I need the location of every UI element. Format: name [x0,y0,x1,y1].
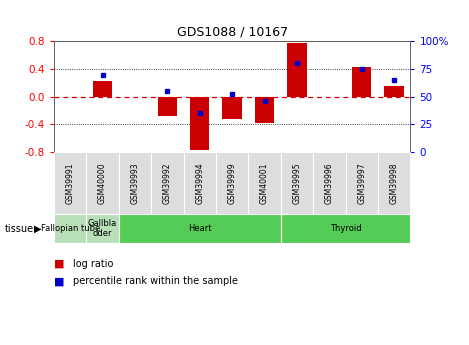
Text: GSM39995: GSM39995 [293,162,302,204]
Bar [385,86,404,97]
Text: GSM40001: GSM40001 [260,162,269,204]
Text: GSM39998: GSM39998 [390,162,399,204]
Text: GSM39991: GSM39991 [66,162,75,204]
Text: log ratio: log ratio [73,259,113,269]
Text: GSM39999: GSM39999 [227,162,237,204]
Bar [255,97,274,123]
Bar [287,43,307,97]
Text: GSM39992: GSM39992 [163,162,172,204]
Text: Thyroid: Thyroid [330,224,362,233]
Bar [190,97,210,150]
Text: ▶: ▶ [34,224,41,234]
Text: ■: ■ [54,276,64,286]
Text: tissue: tissue [5,224,34,234]
Text: GSM39996: GSM39996 [325,162,334,204]
Text: Gallbla
dder: Gallbla dder [88,219,117,238]
Text: GSM39993: GSM39993 [130,162,139,204]
Bar [222,97,242,119]
Bar [93,81,112,97]
Text: ■: ■ [54,259,64,269]
Text: GSM39997: GSM39997 [357,162,366,204]
Text: GSM40000: GSM40000 [98,162,107,204]
Bar [352,67,371,97]
Text: Fallopian tube: Fallopian tube [40,224,100,233]
Text: percentile rank within the sample: percentile rank within the sample [73,276,238,286]
Text: Heart: Heart [188,224,212,233]
Title: GDS1088 / 10167: GDS1088 / 10167 [177,26,287,39]
Text: GSM39994: GSM39994 [195,162,204,204]
Bar [158,97,177,116]
